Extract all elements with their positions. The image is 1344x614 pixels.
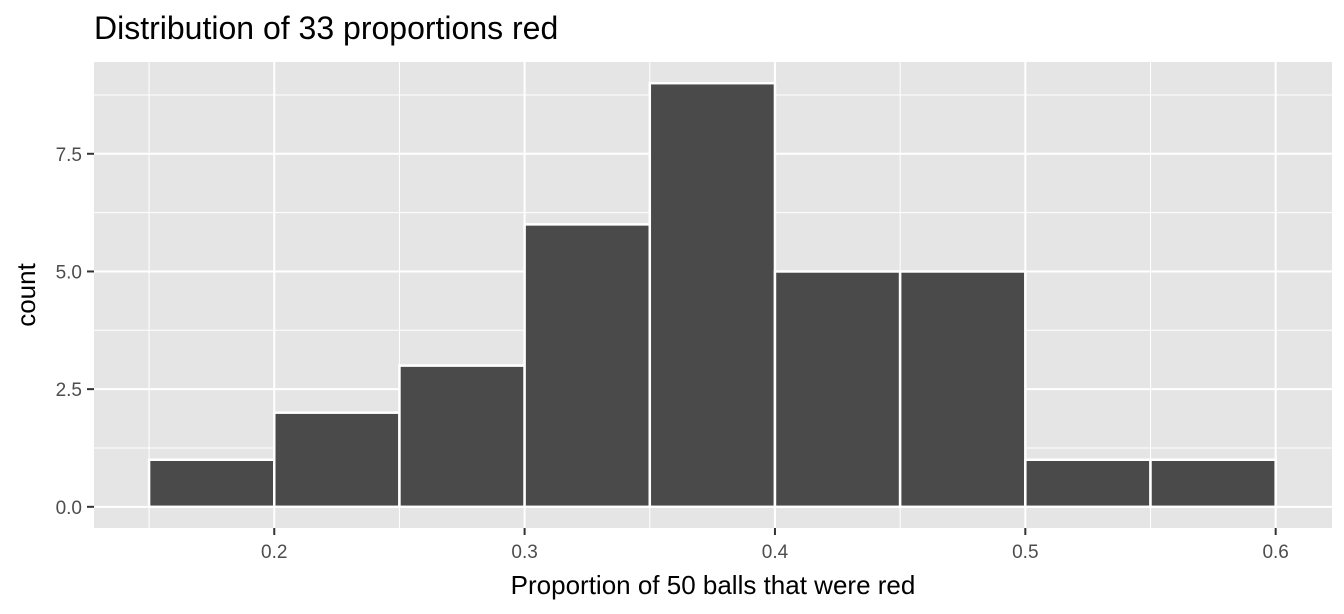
x-tick-label: 0.4 [762,542,789,563]
histogram-bar [1024,458,1152,509]
histogram-bar [273,411,401,509]
y-tick-label: 5.0 [56,262,82,283]
histogram-bar [773,270,902,509]
chart-title: Distribution of 33 proportions red [94,10,558,46]
x-tick-label: 0.2 [261,542,287,563]
y-axis-title: count [11,262,41,326]
axis-ticks: 0.2 0.3 0.4 0.5 0.6 0.0 2.5 5.0 7.5 [56,145,1289,563]
x-axis-title: Proportion of 50 balls that were red [511,570,916,600]
x-tick-label: 0.5 [1012,542,1038,563]
y-tick-label: 7.5 [56,145,82,166]
histogram-bar [648,81,777,509]
histogram-bar [1149,458,1277,509]
x-tick-label: 0.3 [511,542,537,563]
histogram-bar [523,223,652,509]
histogram-bars [147,81,1277,509]
histogram-bar [147,458,276,509]
histogram-bar [398,364,526,509]
y-tick-label: 0.0 [56,498,82,519]
histogram-bar [898,270,1027,509]
y-tick-label: 2.5 [56,380,82,401]
x-tick-label: 0.6 [1262,542,1288,563]
